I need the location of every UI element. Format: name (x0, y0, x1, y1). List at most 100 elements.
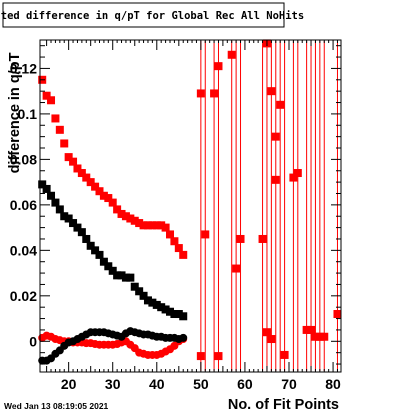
data-point (135, 287, 144, 296)
data-point (174, 310, 183, 319)
data-point (99, 257, 108, 266)
data-point (152, 221, 161, 230)
data-point (95, 187, 104, 196)
data-point (77, 228, 86, 237)
data-point (214, 62, 223, 71)
data-point (170, 310, 179, 319)
data-point (320, 332, 329, 341)
data-point (179, 312, 188, 321)
data-point (196, 89, 205, 98)
data-points (38, 39, 342, 365)
data-point (166, 230, 175, 239)
data-point (55, 125, 64, 134)
data-point (113, 205, 122, 214)
data-point (135, 219, 144, 228)
data-point (104, 262, 113, 271)
data-point (60, 139, 69, 148)
data-point (117, 271, 126, 280)
data-point (315, 332, 324, 341)
data-point (210, 89, 219, 98)
data-point (161, 305, 170, 314)
y-tick-label: 0.02 (10, 288, 37, 304)
data-point (232, 264, 241, 273)
data-point (152, 300, 161, 309)
data-point (82, 173, 91, 182)
error-bars (200, 41, 338, 371)
data-point (148, 221, 157, 230)
data-point (117, 209, 126, 218)
data-point (77, 169, 86, 178)
y-tick-label: 0.06 (10, 197, 37, 213)
data-point (333, 310, 342, 319)
y-axis-label: difference in q/pT (7, 52, 23, 173)
data-point (214, 352, 223, 361)
data-point (64, 153, 73, 162)
y-tick-label: 0.08 (10, 151, 37, 167)
plot-frame (39, 39, 342, 373)
data-point (196, 352, 205, 361)
data-point (130, 282, 139, 291)
data-point (311, 332, 320, 341)
data-point (143, 221, 152, 230)
data-point (86, 178, 95, 187)
data-point (293, 169, 302, 178)
data-point (307, 325, 316, 334)
x-tick-label: 20 (61, 376, 77, 392)
x-tick-label: 60 (237, 376, 253, 392)
data-point (69, 219, 78, 228)
data-point (108, 266, 117, 275)
axes: 20 30 40 50 60 70 80 0 0.02 0.04 0.06 0.08 0.1 0.12 (10, 40, 341, 392)
data-point (289, 173, 298, 182)
data-point (271, 175, 280, 184)
data-point (121, 212, 130, 221)
x-axis-label: No. of Fit Points (228, 397, 339, 413)
data-point (69, 157, 78, 166)
x-tick-label: 80 (325, 376, 341, 392)
y-tick-label: 0.04 (10, 242, 37, 258)
data-point (267, 87, 276, 96)
data-point (258, 234, 267, 243)
data-point (139, 221, 148, 230)
data-point (108, 198, 117, 207)
data-point (64, 214, 73, 223)
data-point (51, 198, 60, 207)
data-point (42, 91, 51, 100)
data-point (302, 325, 311, 334)
data-point (55, 205, 64, 214)
data-point (73, 223, 82, 232)
data-point (262, 328, 271, 337)
x-tick-label: 40 (149, 376, 165, 392)
data-point (271, 132, 280, 141)
data-point (47, 96, 56, 105)
data-point (51, 114, 60, 123)
data-point (276, 100, 285, 109)
y-tick-label: 0 (29, 333, 37, 349)
data-point (91, 246, 100, 255)
y-tick-label: 0.12 (10, 60, 37, 76)
x-tick-label: 70 (281, 376, 297, 392)
timestamp: Wed Jan 13 08:19:05 2021 (4, 401, 109, 411)
x-tick-label: 50 (193, 376, 209, 392)
title-box: Fitted difference in q/pT for Global Rec… (0, 2, 304, 28)
data-point (95, 250, 104, 259)
data-point (157, 221, 166, 230)
data-point (227, 50, 236, 59)
chart-title: Fitted difference in q/pT for Global Rec… (0, 10, 304, 22)
data-point (148, 298, 157, 307)
data-point (104, 194, 113, 203)
data-point (267, 335, 276, 344)
x-tick-label: 30 (105, 376, 121, 392)
data-point (179, 333, 188, 342)
data-point (174, 244, 183, 253)
data-point (166, 307, 175, 316)
data-point (82, 234, 91, 243)
data-point (42, 184, 51, 193)
data-point (143, 296, 152, 305)
data-point (201, 230, 210, 239)
data-point (126, 214, 135, 223)
data-point (99, 191, 108, 200)
data-point (86, 241, 95, 250)
data-point (280, 350, 289, 359)
data-point (236, 234, 245, 243)
